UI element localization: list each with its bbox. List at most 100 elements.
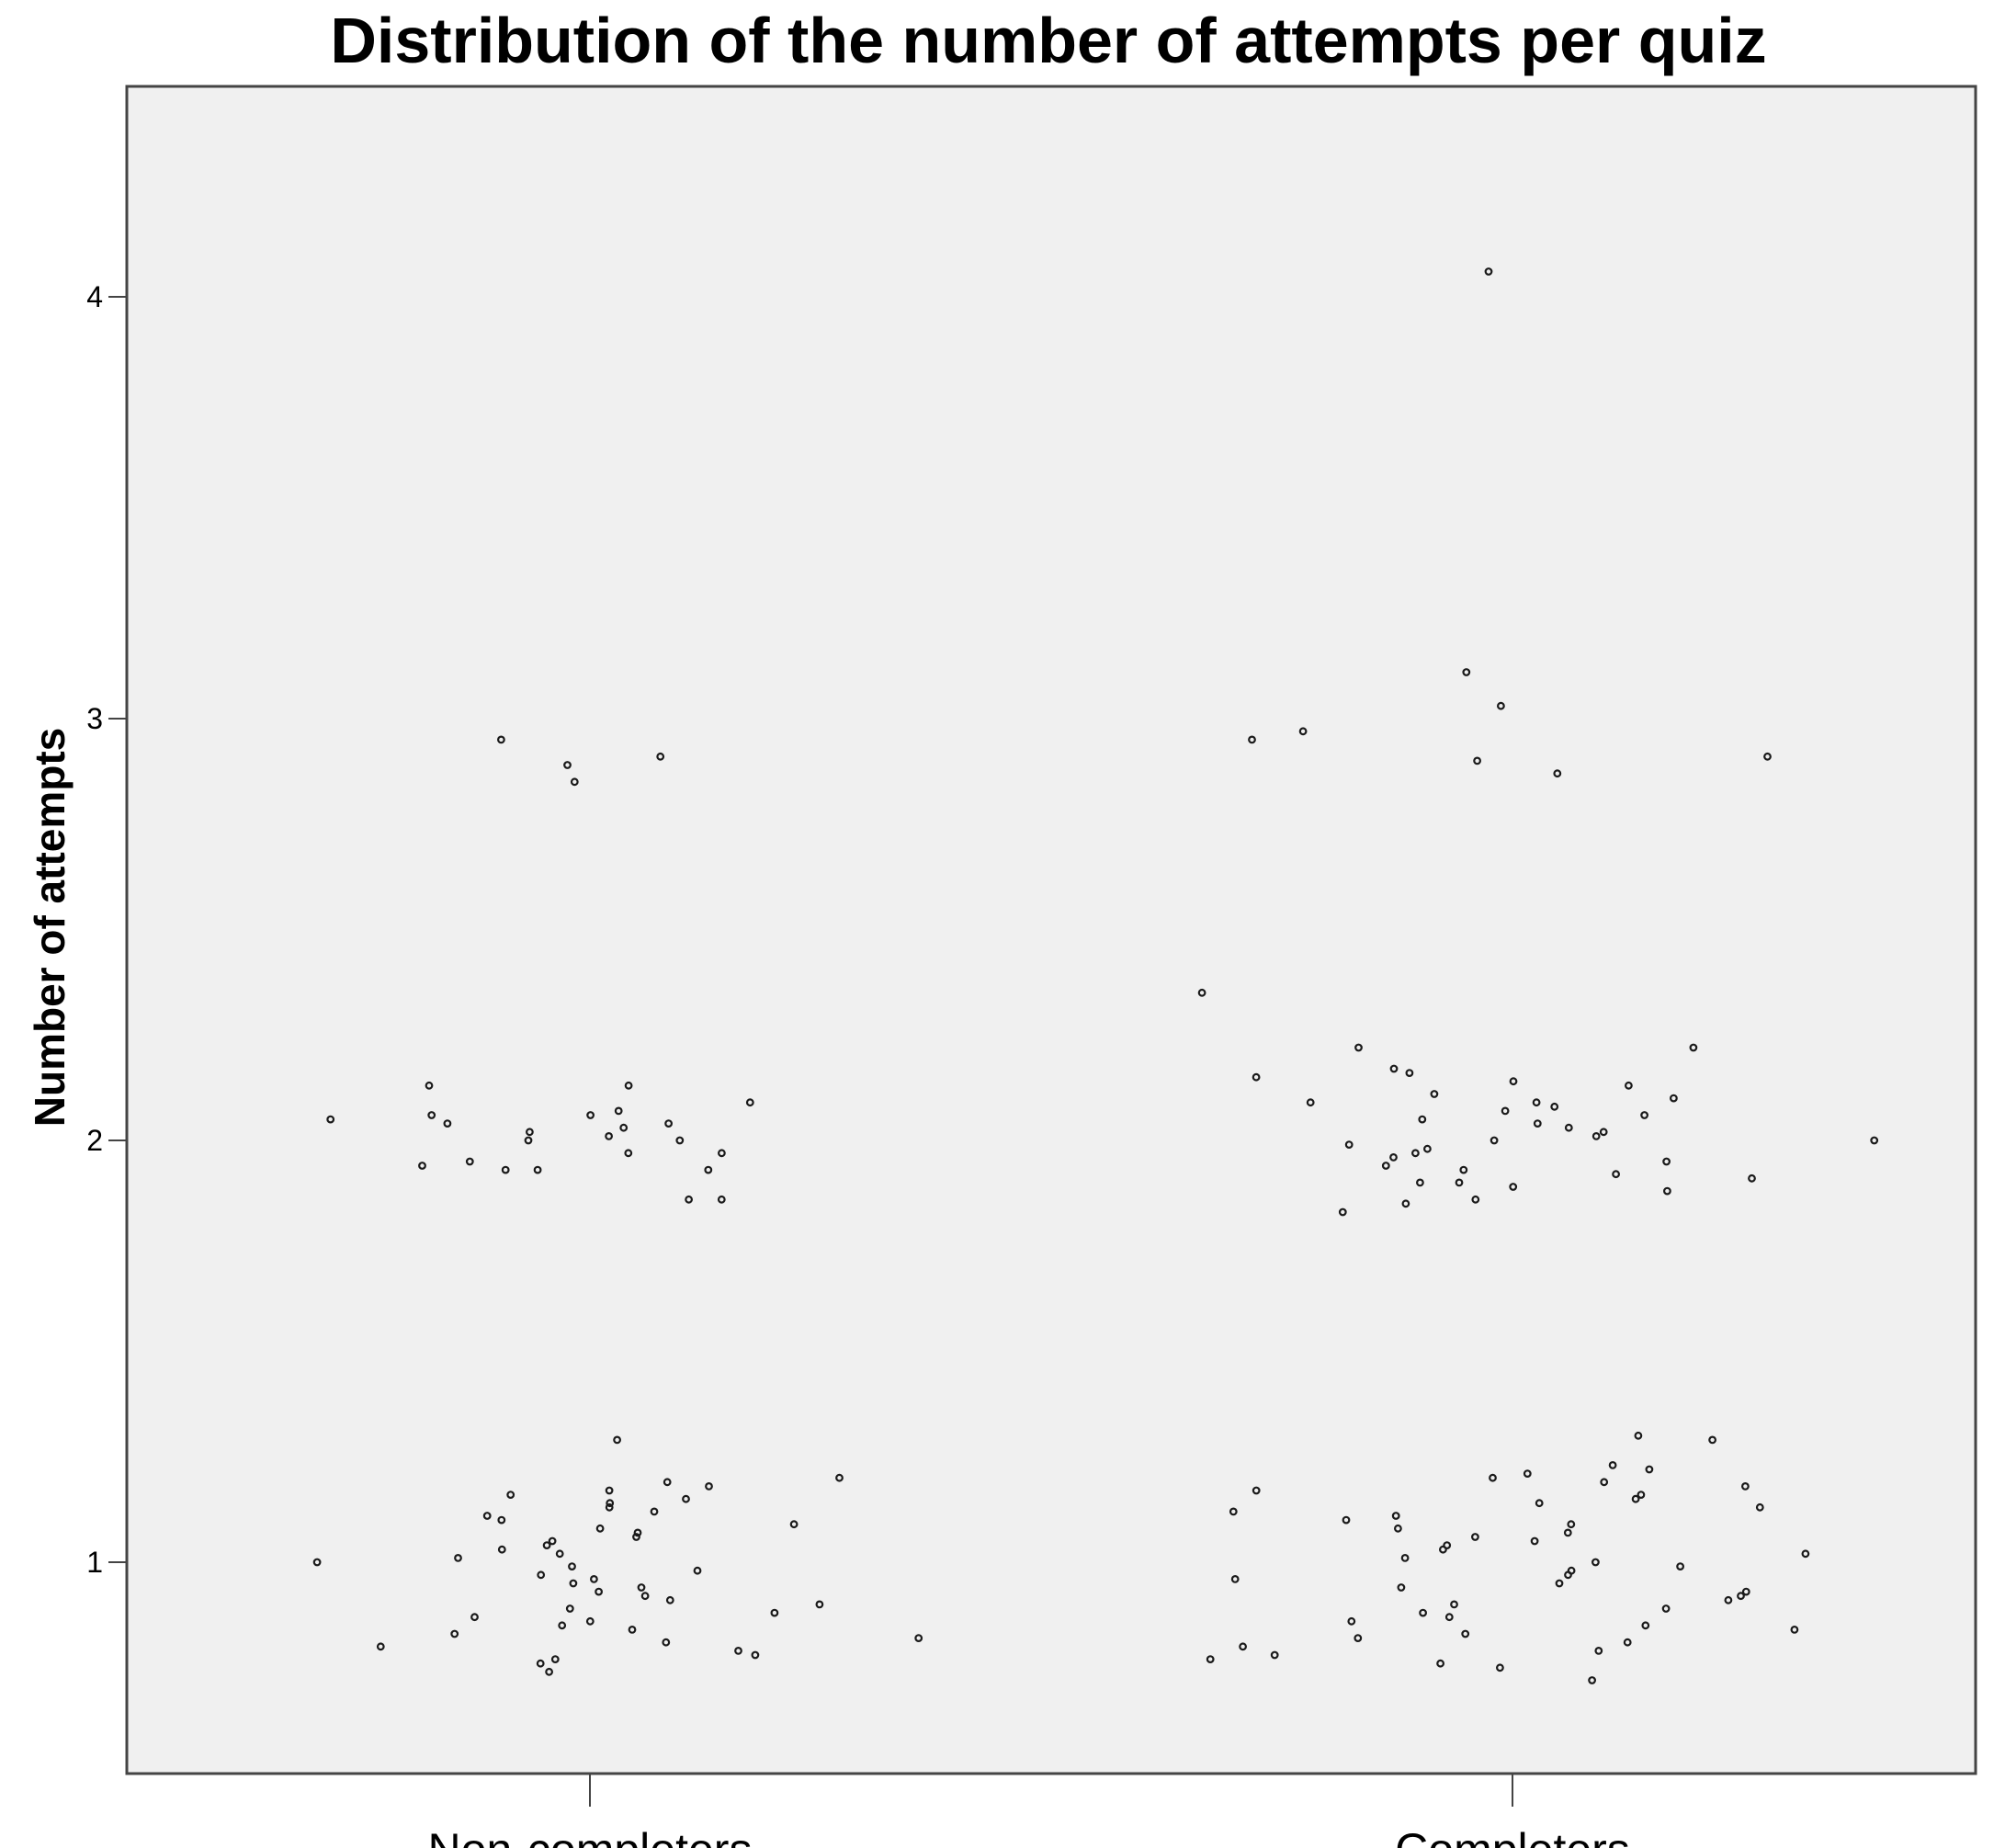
data-point: [1662, 1186, 1671, 1196]
data-point: [590, 1574, 598, 1583]
y-axis-label: Number of attempts: [26, 728, 74, 1127]
data-point: [1461, 1629, 1470, 1638]
data-point: [563, 761, 572, 769]
data-point: [1790, 1625, 1799, 1634]
data-point: [613, 1435, 621, 1445]
data-point: [624, 1149, 633, 1158]
data-point: [718, 1149, 726, 1158]
x-axis-ticks: Non-completers Completers: [428, 1774, 1630, 1848]
data-point: [1496, 701, 1505, 710]
data-point: [1600, 1478, 1609, 1487]
y-axis-ticks: 1 2 3 4: [86, 280, 127, 1579]
data-point: [835, 1473, 844, 1482]
data-point: [662, 1638, 671, 1647]
data-point: [376, 1642, 385, 1651]
data-point: [650, 1507, 659, 1516]
data-point: [1470, 1533, 1479, 1541]
data-point: [1535, 1499, 1544, 1508]
data-point: [664, 1119, 673, 1128]
data-point: [1197, 988, 1206, 997]
data-point: [565, 1604, 574, 1613]
data-point: [605, 1502, 614, 1512]
data-point: [568, 1562, 576, 1570]
data-point: [497, 1515, 506, 1525]
data-point: [1443, 1541, 1452, 1549]
data-point: [1418, 1115, 1427, 1124]
data-point: [482, 1512, 492, 1520]
data-point: [1270, 1650, 1279, 1660]
data-point: [1239, 1642, 1247, 1651]
data-point: [569, 1579, 578, 1588]
data-point: [663, 1478, 672, 1487]
data-point: [1637, 1491, 1646, 1499]
data-point: [1550, 1102, 1559, 1111]
data-point: [1462, 668, 1471, 676]
x-category-label: Non-completers: [428, 1824, 753, 1848]
data-point: [1410, 1149, 1420, 1158]
data-point: [1354, 1043, 1363, 1052]
data-point: [628, 1625, 637, 1634]
data-point: [1724, 1595, 1733, 1604]
data-point: [548, 1536, 557, 1546]
data-point: [526, 1128, 534, 1137]
data-point: [326, 1115, 335, 1124]
data-point: [1206, 1655, 1215, 1663]
data-point: [1455, 1178, 1464, 1187]
data-point: [545, 1667, 553, 1676]
data-point: [656, 752, 665, 761]
data-point: [1676, 1562, 1684, 1570]
data-point: [555, 1549, 564, 1559]
data-point: [1415, 1178, 1424, 1187]
data-point: [640, 1592, 650, 1601]
data-point: [550, 1655, 560, 1663]
data-point: [1430, 1090, 1439, 1098]
data-point: [1489, 1473, 1497, 1482]
data-point: [1737, 1592, 1745, 1601]
data-point: [1599, 1128, 1608, 1137]
data-point: [1689, 1043, 1698, 1052]
data-point: [1393, 1524, 1402, 1533]
data-point: [1553, 769, 1562, 778]
data-point: [1298, 727, 1308, 736]
data-point: [1230, 1574, 1240, 1583]
data-point: [470, 1613, 479, 1622]
data-point: [1662, 1157, 1671, 1166]
data-point: [1248, 735, 1256, 744]
data-points: [312, 267, 1879, 1684]
data-point: [705, 1481, 713, 1491]
data-point: [1252, 1072, 1261, 1082]
data-point: [1661, 1604, 1671, 1613]
data-point: [1391, 1512, 1400, 1520]
data-point: [1344, 1140, 1354, 1149]
data-point: [1471, 1195, 1480, 1204]
data-point: [914, 1634, 923, 1642]
data-point: [1389, 1064, 1399, 1073]
data-point: [1450, 1600, 1458, 1609]
data-point: [1438, 1545, 1447, 1554]
data-point: [685, 1195, 693, 1204]
data-point: [1347, 1616, 1356, 1626]
data-point: [427, 1111, 436, 1119]
data-point: [1501, 1106, 1510, 1116]
data-point: [704, 1165, 713, 1174]
data-point: [595, 1524, 605, 1533]
data-point: [1645, 1465, 1654, 1474]
data-point: [1623, 1638, 1632, 1647]
data-point: [595, 1587, 603, 1596]
data-point: [1338, 1207, 1347, 1217]
data-point: [536, 1659, 545, 1668]
data-point: [1306, 1098, 1315, 1107]
data-point: [605, 1486, 614, 1495]
data-point: [1608, 1460, 1617, 1469]
data-point: [1870, 1136, 1879, 1145]
data-point: [717, 1195, 726, 1204]
data-point: [533, 1165, 542, 1174]
data-point: [1748, 1173, 1756, 1183]
chart-title: Distribution of the number of attempts p…: [330, 5, 1766, 76]
data-point: [1342, 1515, 1351, 1525]
data-point: [585, 1616, 595, 1626]
data-point: [1591, 1558, 1600, 1567]
data-point: [1612, 1170, 1620, 1179]
data-point: [1708, 1435, 1716, 1445]
